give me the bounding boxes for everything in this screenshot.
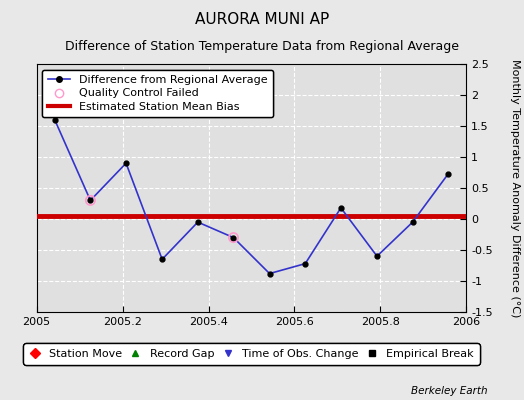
Text: Difference of Station Temperature Data from Regional Average: Difference of Station Temperature Data f…	[65, 40, 459, 53]
Y-axis label: Monthly Temperature Anomaly Difference (°C): Monthly Temperature Anomaly Difference (…	[509, 59, 519, 317]
Legend: Station Move, Record Gap, Time of Obs. Change, Empirical Break: Station Move, Record Gap, Time of Obs. C…	[24, 344, 479, 364]
Point	[230, 234, 238, 241]
Text: AURORA MUNI AP: AURORA MUNI AP	[195, 12, 329, 27]
Legend: Difference from Regional Average, Quality Control Failed, Estimated Station Mean: Difference from Regional Average, Qualit…	[42, 70, 273, 117]
Point	[86, 197, 95, 204]
Text: Berkeley Earth: Berkeley Earth	[411, 386, 487, 396]
